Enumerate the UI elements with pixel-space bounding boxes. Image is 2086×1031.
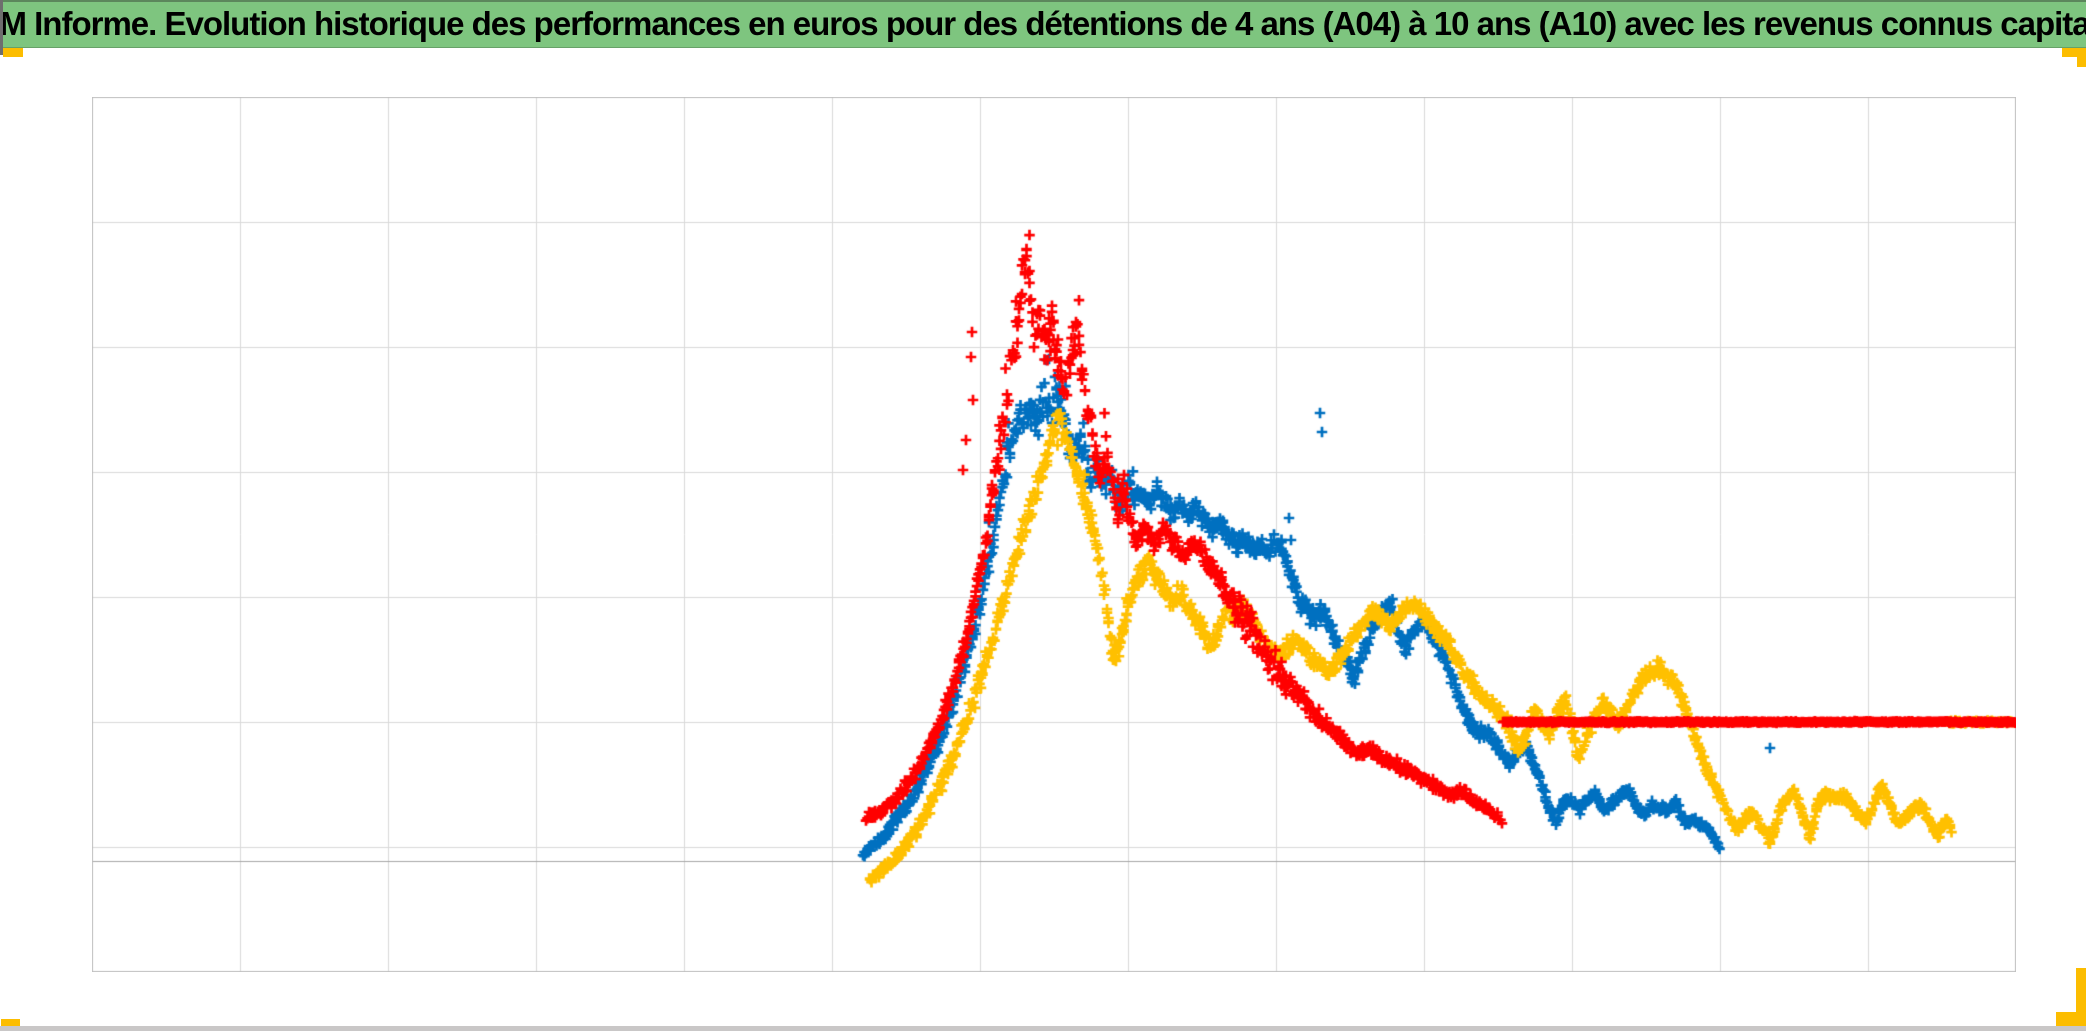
selection-handle-bottom-right[interactable] — [2056, 1012, 2086, 1026]
selection-handle-top-left[interactable] — [3, 48, 23, 57]
chart-title: ADAM Informe. Evolution historique des p… — [0, 5, 2086, 42]
selection-handle-top-right[interactable] — [2062, 48, 2086, 57]
window-edge-line — [0, 0, 3, 55]
performance-scatter-chart[interactable] — [92, 97, 2016, 972]
selection-handle-bottom-left[interactable] — [1, 1019, 20, 1030]
selection-handle-top-right-vertical[interactable] — [2077, 48, 2086, 67]
selection-handle-bottom-right-vertical[interactable] — [2076, 968, 2086, 1026]
chart-title-banner: ADAM Informe. Evolution historique des p… — [0, 0, 2086, 48]
bottom-border-bar — [0, 1026, 2086, 1031]
